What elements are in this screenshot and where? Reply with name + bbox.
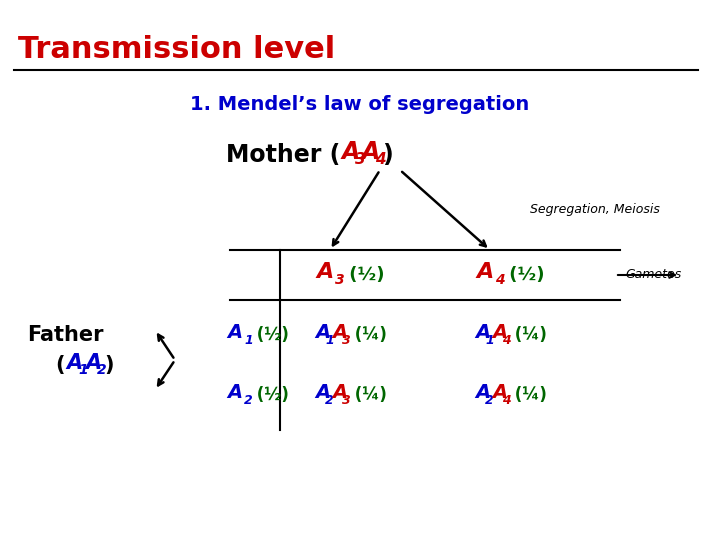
Text: (½): (½): [251, 386, 289, 404]
Text: 1: 1: [485, 334, 494, 347]
Text: A: A: [362, 140, 380, 164]
Text: Transmission level: Transmission level: [18, 35, 336, 64]
Text: A: A: [228, 383, 243, 402]
Text: 1: 1: [244, 334, 253, 347]
Text: 4: 4: [375, 152, 386, 167]
Text: 3: 3: [342, 394, 351, 407]
Text: A: A: [315, 383, 330, 402]
Text: A: A: [315, 323, 330, 342]
Text: A: A: [475, 323, 490, 342]
Text: 2: 2: [244, 394, 253, 407]
Text: (½): (½): [343, 266, 384, 284]
Text: Mother (: Mother (: [225, 143, 340, 167]
Text: ): ): [382, 143, 392, 167]
Text: (¼): (¼): [509, 386, 547, 404]
Text: Gametes: Gametes: [625, 268, 681, 281]
Text: A: A: [332, 383, 347, 402]
Text: 3: 3: [335, 273, 345, 287]
Text: A: A: [342, 140, 360, 164]
Text: A: A: [492, 323, 507, 342]
Text: A: A: [228, 323, 243, 342]
Text: 2: 2: [97, 363, 107, 377]
Text: 4: 4: [502, 334, 510, 347]
Text: Segregation, Meiosis: Segregation, Meiosis: [530, 204, 660, 217]
Text: (¼): (¼): [349, 386, 387, 404]
Text: A: A: [492, 383, 507, 402]
Text: A: A: [85, 353, 101, 373]
Text: ): ): [104, 355, 114, 375]
Text: (: (: [55, 355, 65, 375]
Text: 4: 4: [495, 273, 505, 287]
Text: 2: 2: [325, 394, 334, 407]
Text: (¼): (¼): [349, 326, 387, 344]
Text: 1: 1: [78, 363, 88, 377]
Text: 3: 3: [355, 152, 366, 167]
Text: 4: 4: [502, 394, 510, 407]
Text: Father: Father: [27, 325, 103, 345]
Text: A: A: [316, 262, 333, 282]
Text: 3: 3: [342, 334, 351, 347]
Text: 2: 2: [485, 394, 494, 407]
Text: (½): (½): [251, 326, 289, 344]
Text: (¼): (¼): [509, 326, 547, 344]
Text: A: A: [66, 353, 82, 373]
Text: A: A: [475, 383, 490, 402]
Text: A: A: [332, 323, 347, 342]
Text: 1. Mendel’s law of segregation: 1. Mendel’s law of segregation: [190, 95, 530, 114]
Text: (½): (½): [503, 266, 544, 284]
Text: 1: 1: [325, 334, 334, 347]
Text: A: A: [477, 262, 494, 282]
